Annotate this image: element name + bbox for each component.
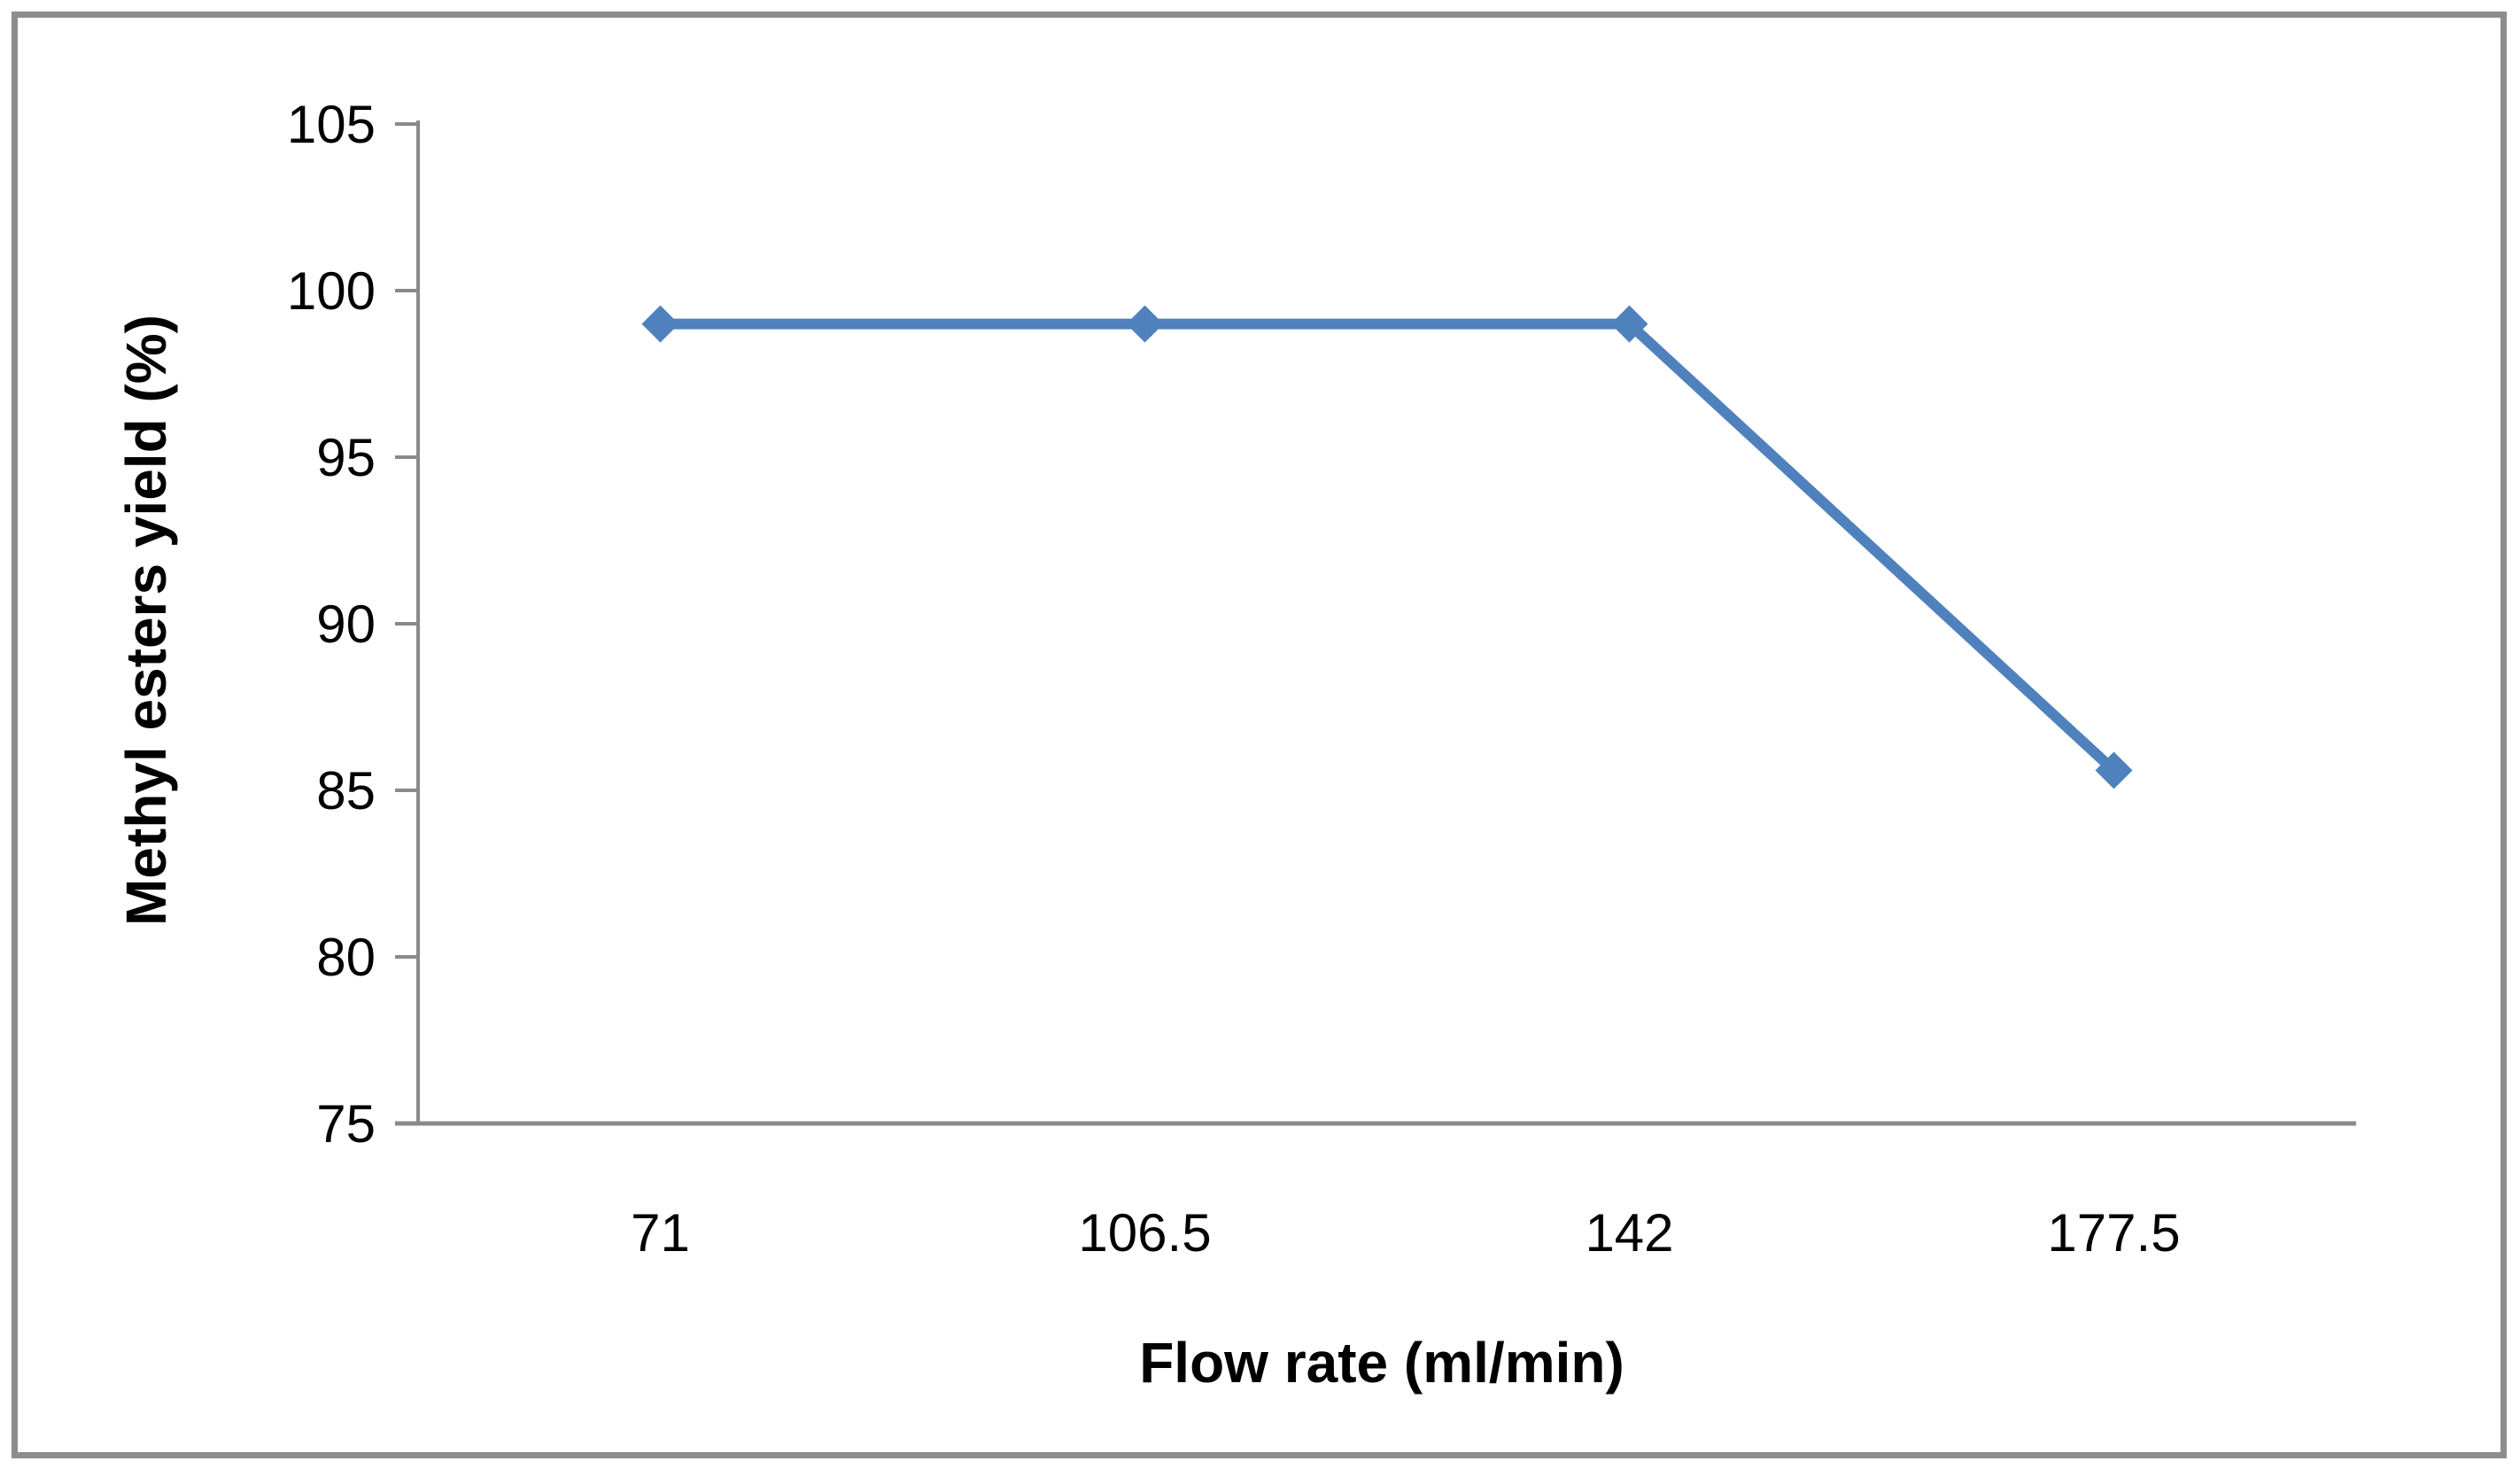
series-line [660, 318, 2118, 774]
y-tick-label: 95 [316, 428, 376, 487]
x-tick-label: 142 [1585, 1203, 1673, 1263]
y-tick-label: 90 [316, 595, 376, 654]
plot-area: 75 80 85 90 95 100 105 71 106.5 142 177.5 [287, 95, 2356, 1263]
x-tick-label: 177.5 [2047, 1203, 2180, 1263]
y-tick-label: 105 [287, 95, 376, 154]
x-axis-title: Flow rate (ml/min) [1139, 1331, 1624, 1395]
y-tick-label: 80 [316, 928, 376, 987]
y-tick-label: 100 [287, 261, 376, 321]
data-point-marker [2095, 751, 2133, 789]
x-tick-label: 71 [631, 1203, 690, 1263]
y-tick-label: 85 [316, 761, 376, 820]
data-point-marker [641, 305, 679, 343]
figure-border [12, 12, 2507, 1458]
x-tick-label: 106.5 [1078, 1203, 1211, 1263]
y-tick-label: 75 [316, 1094, 376, 1154]
y-axis-title: Methyl esters yield (%) [114, 315, 178, 926]
data-point-marker [1126, 305, 1164, 343]
data-point-marker [1610, 305, 1648, 343]
